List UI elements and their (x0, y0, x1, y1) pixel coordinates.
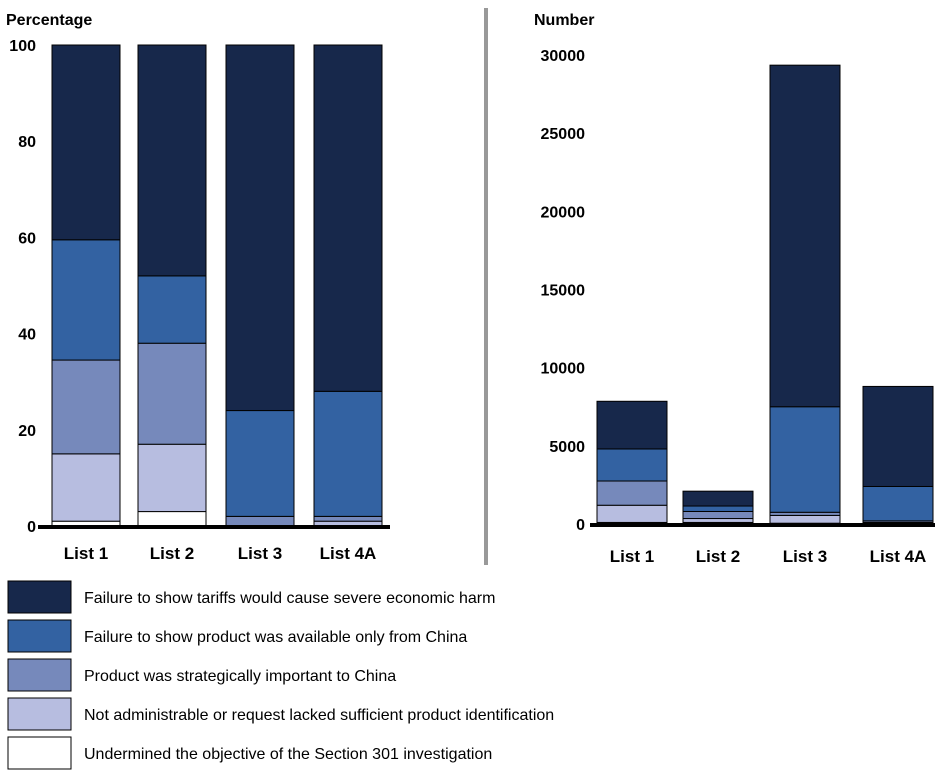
num-bar-segment-not-administrable (596, 504, 668, 523)
legend-swatch-strategic (7, 658, 72, 692)
num-y-tick-label: 30000 (541, 48, 586, 65)
num-bar-segment-only-china (769, 406, 841, 513)
num-category-label: List 4A (870, 547, 927, 566)
num-bar-segment-not-administrable (682, 518, 754, 523)
num-bar-segment-severe-harm (769, 64, 841, 408)
pct-bar-segment-not-administrable (51, 453, 121, 522)
legend-label-severe-harm: Failure to show tariffs would cause seve… (84, 590, 495, 607)
pct-bar-segment-severe-harm (137, 44, 207, 277)
pct-category-label: List 4A (320, 544, 377, 563)
pct-bar-segment-only-china (137, 275, 207, 344)
pct-bar-segment-only-china (313, 390, 383, 517)
num-y-tick-label: 20000 (541, 204, 586, 221)
pct-bar-segment-strategic (225, 515, 295, 527)
num-bar-segment-only-china (862, 485, 934, 522)
pct-bar-segment-only-china (51, 239, 121, 361)
pct-y-tick-label: 80 (18, 134, 36, 151)
pct-category-label: List 1 (64, 544, 108, 563)
legend-swatch-only-china (7, 619, 72, 653)
legend-label-undermined: Undermined the objective of the Section … (84, 746, 492, 763)
pct-y-tick-label: 100 (9, 38, 36, 55)
num-bar-segment-not-administrable (769, 514, 841, 524)
pct-bar-segment-not-administrable (137, 443, 207, 513)
legend-label-only-china: Failure to show product was available on… (84, 629, 467, 646)
num-bar-segment-only-china (682, 505, 754, 512)
legend: Failure to show tariffs would cause seve… (7, 580, 554, 770)
pct-bar-segment-only-china (225, 410, 295, 517)
pct-bar-segment-undermined (137, 511, 207, 527)
legend-swatch-severe-harm (7, 580, 72, 614)
num-category-label: List 1 (610, 547, 654, 566)
num-bar-segment-strategic (596, 480, 668, 506)
legend-label-strategic: Product was strategically important to C… (84, 668, 396, 685)
legend-swatch-undermined (7, 736, 72, 770)
pct-category-label: List 3 (238, 544, 282, 563)
num-y-tick-label: 25000 (541, 126, 586, 143)
pct-bar-segment-severe-harm (225, 44, 295, 412)
pct-y-tick-label: 20 (18, 423, 36, 440)
num-category-label: List 3 (783, 547, 827, 566)
num-y-tick-label: 15000 (541, 283, 586, 300)
pct-bar-segment-strategic (313, 515, 383, 522)
num-bar-segment-severe-harm (862, 385, 934, 487)
num-y-tick-label: 0 (576, 517, 585, 534)
pct-y-tick-label: 0 (27, 519, 36, 536)
number-chart: Number 0 5000 10000 15000 20000 25000 30000 List… (534, 12, 935, 566)
num-axis-title: Number (534, 12, 594, 29)
num-y-tick-label: 5000 (549, 439, 585, 456)
num-category-label: List 2 (696, 547, 740, 566)
percentage-chart: Percentage 0 20 40 60 80 100 List 1 List 2 List 3… (6, 12, 390, 563)
pct-y-tick-label: 60 (18, 230, 36, 247)
num-bar-segment-severe-harm (596, 400, 668, 450)
pct-bar-segment-strategic (51, 359, 121, 455)
pct-axis-title: Percentage (6, 12, 92, 29)
num-y-tick-label: 10000 (541, 361, 586, 378)
num-bar-segment-only-china (596, 448, 668, 482)
pct-bar-segment-severe-harm (51, 44, 121, 241)
legend-label-not-administrable: Not administrable or request lacked suff… (84, 707, 554, 724)
pct-category-label: List 2 (150, 544, 194, 563)
pct-bar-segment-severe-harm (313, 44, 383, 392)
pct-bar-segment-strategic (137, 342, 207, 445)
num-bar-segment-severe-harm (682, 490, 754, 507)
num-bar-segment-strategic (682, 510, 754, 520)
pct-y-tick-label: 40 (18, 327, 36, 344)
legend-swatch-not-administrable (7, 697, 72, 731)
